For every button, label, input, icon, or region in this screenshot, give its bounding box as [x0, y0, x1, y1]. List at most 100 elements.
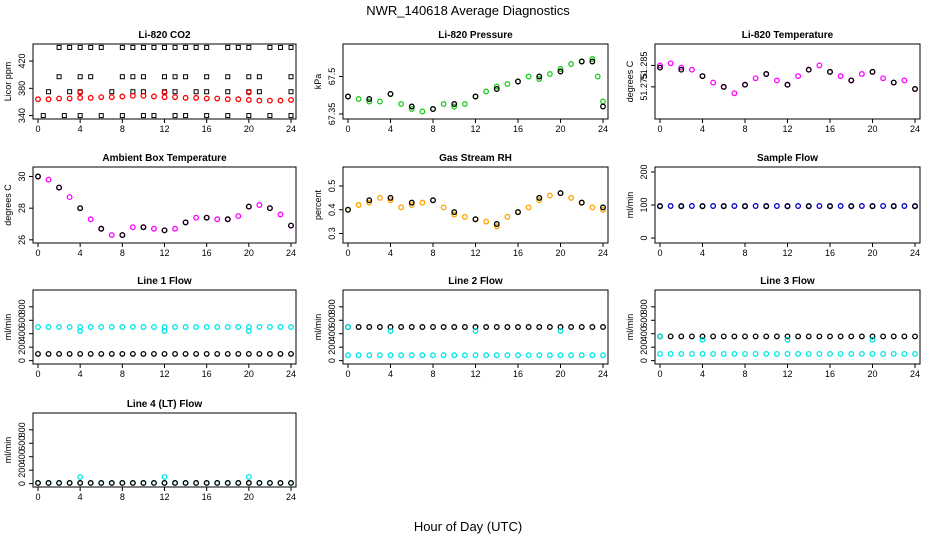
data-point: [256, 350, 263, 357]
data-point: [398, 352, 405, 359]
data-point: [837, 203, 844, 209]
data-point: [710, 79, 717, 86]
plot-frame: [654, 289, 921, 365]
data-point: [355, 96, 362, 102]
x-tick-label: 4: [78, 492, 83, 502]
data-point: [731, 350, 738, 357]
data-point: [699, 350, 706, 357]
data-point: [504, 213, 511, 220]
data-point: [493, 352, 500, 359]
data-point: [77, 44, 83, 50]
data-point: [172, 225, 178, 232]
x-tick-label: 4: [78, 124, 83, 134]
data-point: [398, 204, 405, 211]
data-point: [161, 350, 168, 357]
data-point: [667, 350, 674, 357]
data-point: [451, 209, 458, 216]
figure-xlabel: Hour of Day (UTC): [414, 519, 522, 534]
data-point: [816, 350, 823, 357]
data-point: [688, 66, 695, 73]
data-point: [763, 71, 770, 77]
y-tick-label: 800: [17, 299, 27, 314]
x-tick-label: 24: [598, 248, 608, 258]
data-point: [151, 113, 157, 119]
panel-title: Gas Stream RH: [439, 153, 512, 164]
data-point: [77, 473, 84, 480]
data-point: [67, 89, 73, 95]
data-point: [119, 324, 126, 330]
data-point: [699, 333, 706, 340]
data-point: [880, 333, 887, 340]
y-tick-label: 400: [327, 326, 337, 341]
data-point: [140, 74, 146, 80]
data-point: [61, 113, 67, 119]
data-point: [56, 95, 63, 102]
data-point: [688, 350, 695, 357]
data-point: [345, 206, 351, 213]
data-point: [172, 89, 178, 95]
x-tick-label: 8: [430, 369, 435, 379]
x-tick-label: 0: [345, 369, 350, 379]
data-point: [204, 89, 210, 95]
data-point: [108, 350, 115, 357]
panel-4: Ambient Box Temperature degrees C 0 4 8 12 16 2…: [3, 153, 297, 258]
data-point: [600, 204, 606, 211]
panel-title: Ambient Box Temperature: [102, 153, 227, 164]
data-point: [256, 202, 263, 208]
data-point: [87, 94, 94, 101]
series-1: [657, 60, 918, 97]
data-point: [235, 350, 242, 357]
data-point: [795, 203, 802, 209]
series-4: [40, 113, 294, 119]
x-tick-label: 24: [286, 369, 296, 379]
data-point: [869, 68, 876, 75]
data-point: [376, 98, 383, 105]
data-point: [193, 89, 199, 95]
data-point: [408, 199, 415, 206]
data-point: [795, 350, 802, 357]
data-point: [66, 194, 73, 201]
data-point: [182, 480, 189, 486]
data-point: [35, 173, 41, 180]
data-point: [108, 324, 115, 330]
data-point: [657, 333, 663, 340]
y-tick-label: 400: [639, 326, 649, 341]
y-tick-label: 200: [639, 164, 649, 179]
data-point: [504, 81, 511, 87]
x-tick-label: 20: [555, 369, 565, 379]
plot-frame: [32, 43, 297, 120]
data-point: [98, 44, 104, 50]
y-tick-label: 600: [327, 313, 337, 328]
data-point: [193, 324, 200, 330]
data-point: [869, 350, 876, 357]
data-point: [578, 352, 585, 359]
data-point: [235, 324, 242, 330]
y-axis-label: Licor ppm: [3, 62, 13, 102]
y-tick-label: 0: [327, 358, 337, 363]
data-point: [172, 44, 178, 50]
data-point: [568, 194, 575, 201]
data-point: [504, 352, 511, 359]
y-tick-label: 0.3: [327, 227, 337, 240]
data-point: [461, 352, 468, 359]
data-point: [472, 216, 479, 223]
x-tick-label: 8: [742, 369, 747, 379]
data-point: [225, 44, 231, 50]
x-tick-label: 12: [470, 248, 480, 258]
x-tick-label: 8: [430, 248, 435, 258]
series-2: [345, 190, 606, 227]
data-point: [419, 324, 426, 330]
data-point: [472, 93, 479, 100]
x-tick-label: 8: [742, 248, 747, 258]
data-point: [245, 350, 252, 357]
y-tick-label: 0: [17, 481, 27, 486]
data-point: [355, 324, 362, 330]
data-point: [119, 350, 126, 357]
data-point: [504, 324, 511, 330]
data-point: [288, 44, 294, 50]
data-point: [288, 113, 294, 119]
data-point: [172, 324, 178, 330]
data-point: [557, 66, 564, 72]
data-point: [66, 95, 73, 102]
